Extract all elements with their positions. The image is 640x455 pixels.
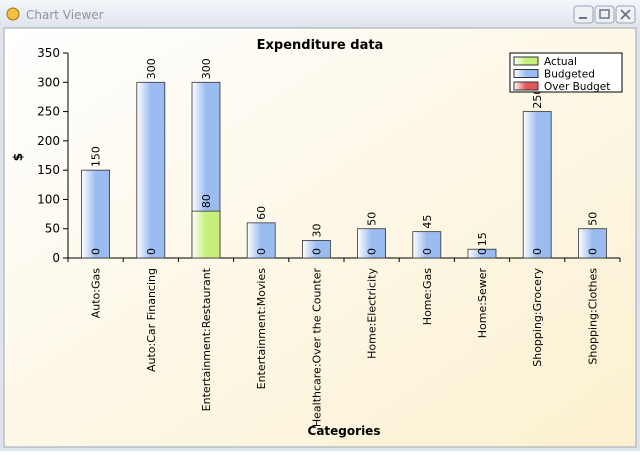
maximize-button[interactable] [594,5,615,24]
legend-label: Over Budget [544,81,610,93]
x-tick-label: Home:Gas [421,268,434,325]
y-tick-label: 0 [52,251,60,265]
bar [301,240,331,259]
bar [246,222,276,259]
bar [578,228,607,259]
y-tick-label: 50 [45,222,60,236]
bar [412,231,442,259]
x-axis-label: Categories [308,424,381,438]
y-axis-label: $ [11,153,25,161]
bar [191,210,221,259]
bar [467,248,497,259]
x-tick-label: Shopping:Grocery [531,268,544,367]
window-buttons [573,5,636,24]
x-tick-label: Entertainment:Restaurant [200,267,213,411]
x-tick-label: Home:Electricity [366,268,379,359]
title-bar [0,0,640,28]
y-tick-label: 150 [37,163,60,177]
value-label: 0 [421,248,434,255]
bar [136,81,166,259]
x-tick-label: Entertainment:Movies [255,268,268,390]
value-label: 0 [255,248,268,255]
x-tick-label: Auto:Gas [90,268,103,319]
legend-swatch [513,69,539,78]
bar [522,111,552,259]
x-tick-label: Auto:Car Financing [145,268,158,372]
y-tick-label: 100 [37,192,60,206]
x-tick-label: Shopping:Clothes [586,268,599,365]
value-label: 15 [476,232,489,246]
legend-swatch [513,81,539,91]
x-tick-label: Healthcare:Over the Counter [310,268,323,428]
value-label: 300 [145,58,158,79]
y-tick-label: 200 [37,134,60,148]
legend-swatch [513,56,539,66]
value-label: 80 [200,194,213,208]
value-label: 300 [200,58,213,79]
bar [357,228,387,259]
x-tick-label: Home:Sewer [476,268,489,339]
value-label: 0 [366,248,379,255]
legend-label: Budgeted [544,69,595,81]
value-label: 45 [421,215,434,229]
value-label: 250 [531,88,544,109]
value-label: 0 [90,248,103,255]
y-tick-label: 350 [37,46,60,60]
y-tick-label: 300 [37,75,60,89]
value-label: 50 [586,212,599,226]
chart-title: Expenditure data [257,38,384,53]
value-label: 0 [145,248,158,255]
value-label: 150 [90,146,103,167]
value-label: 0 [476,248,489,255]
value-label: 50 [366,212,379,226]
value-label: 60 [255,206,268,220]
bar [81,169,110,259]
y-tick-label: 250 [37,105,60,119]
value-label: 0 [531,248,544,255]
value-label: 0 [310,248,323,255]
minimize-button[interactable] [573,5,594,24]
value-label: 0 [586,248,599,255]
app-icon [6,7,20,21]
window-title: Chart Viewer [26,8,104,22]
value-label: 30 [310,223,323,237]
legend-label: Actual [544,56,577,68]
